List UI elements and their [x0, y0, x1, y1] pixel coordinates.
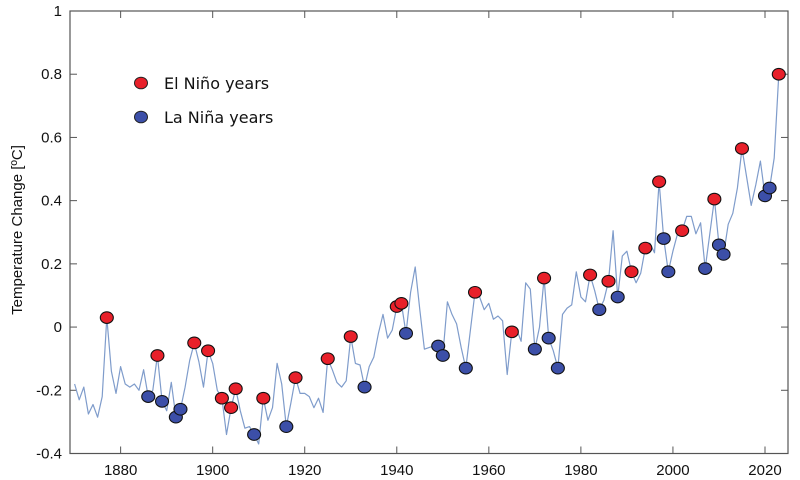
- el-nino-marker: [256, 391, 271, 405]
- y-tick-label: 0.2: [41, 256, 62, 273]
- x-tick-label: 1920: [288, 462, 321, 479]
- el-nino-marker: [504, 325, 519, 339]
- el-nino-marker: [652, 175, 667, 189]
- y-tick-label: 0: [54, 319, 62, 336]
- el-nino-marker: [228, 382, 243, 396]
- la-nina-marker: [155, 394, 170, 408]
- el-nino-marker: [343, 330, 358, 343]
- legend-el-nino-marker: [134, 76, 148, 90]
- temperature-line: [74, 74, 780, 445]
- x-tick-label: 1940: [380, 462, 413, 479]
- y-tick-label: 1: [54, 3, 62, 20]
- y-tick-label: -0.4: [36, 446, 62, 463]
- el-nino-marker: [187, 336, 202, 350]
- la-nina-marker: [762, 181, 777, 195]
- el-nino-marker: [150, 349, 165, 362]
- la-nina-marker: [698, 262, 713, 275]
- x-tick-label: 1900: [196, 462, 229, 479]
- el-nino-marker: [638, 241, 653, 255]
- el-nino-marker: [224, 401, 239, 415]
- la-nina-marker: [541, 331, 556, 345]
- la-nina-marker: [610, 290, 625, 304]
- la-nina-marker: [592, 303, 607, 317]
- x-tick-label: 2020: [748, 462, 781, 479]
- la-nina-marker: [661, 265, 676, 279]
- el-nino-marker: [99, 311, 114, 324]
- el-nino-marker: [624, 265, 639, 279]
- x-tick-labels: 1880 1900 1920 1940 1960 1980 2000 2020: [104, 462, 782, 479]
- x-tick-label: 2000: [656, 462, 689, 479]
- y-axis-title: Temperature Change [ºC]: [9, 145, 26, 315]
- la-nina-marker: [173, 402, 188, 416]
- la-nina-marker: [458, 361, 473, 375]
- el-nino-marker: [288, 371, 303, 384]
- x-tick-label: 1960: [472, 462, 505, 479]
- el-nino-marker: [201, 344, 216, 358]
- el-nino-marker: [601, 274, 616, 288]
- el-nino-marker: [583, 268, 598, 282]
- enso-markers: [99, 67, 786, 441]
- el-nino-marker: [771, 67, 786, 81]
- y-tick-label: -0.2: [36, 382, 62, 399]
- legend-el-nino-label: El Niño years: [164, 74, 269, 93]
- x-tick-label: 1880: [104, 462, 137, 479]
- y-tick-label: 0.4: [41, 193, 62, 210]
- y-tick-label: 0.8: [41, 66, 62, 83]
- la-nina-marker: [435, 349, 450, 362]
- la-nina-marker: [357, 380, 372, 394]
- y-tick-labels: -0.4 -0.2 0 0.2 0.4 0.6 0.8 1: [36, 3, 62, 463]
- el-nino-marker: [734, 142, 750, 155]
- legend-la-nina-marker: [134, 110, 148, 124]
- x-tick-label: 1980: [564, 462, 597, 479]
- la-nina-marker: [527, 342, 542, 356]
- la-nina-marker: [141, 390, 156, 403]
- y-tick-label: 0.6: [41, 129, 62, 146]
- el-nino-marker: [675, 224, 690, 238]
- la-nina-marker: [550, 361, 565, 375]
- legend-la-nina-label: La Niña years: [164, 108, 273, 127]
- la-nina-marker: [279, 420, 294, 433]
- el-nino-marker: [320, 352, 335, 366]
- el-nino-marker: [467, 285, 483, 299]
- plot-frame: [69, 10, 789, 455]
- el-nino-marker: [394, 297, 409, 310]
- la-nina-marker: [716, 248, 731, 261]
- la-nina-marker: [247, 428, 262, 441]
- legend: El Niño years La Niña years: [134, 74, 273, 127]
- la-nina-marker: [656, 232, 671, 245]
- el-nino-marker: [537, 271, 552, 285]
- la-nina-marker: [398, 327, 414, 340]
- el-nino-marker: [214, 391, 229, 405]
- el-nino-marker: [707, 192, 722, 206]
